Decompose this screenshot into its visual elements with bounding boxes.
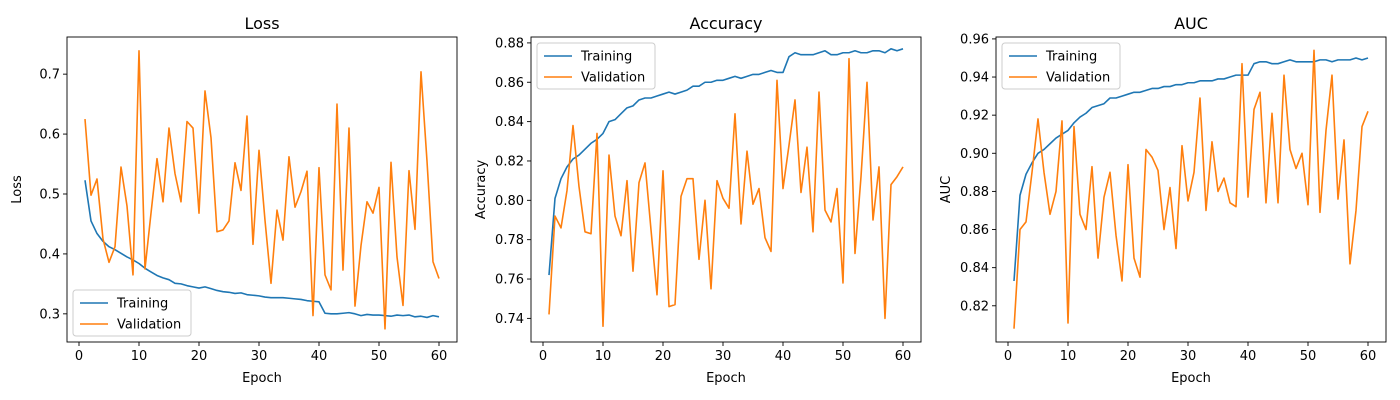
y-axis-label: Loss xyxy=(10,175,25,204)
x-tick-label: 40 xyxy=(311,349,328,364)
series-line-training xyxy=(84,180,440,319)
y-tick-label: 0.78 xyxy=(495,233,524,248)
chart-title: Accuracy xyxy=(689,14,762,33)
chart-title: AUC xyxy=(1174,14,1208,33)
legend-label-validation: Validation xyxy=(581,71,645,86)
x-tick-label: 0 xyxy=(75,349,83,364)
series-line-validation xyxy=(548,57,904,328)
y-tick-label: 0.86 xyxy=(495,76,524,91)
y-tick-label: 0.88 xyxy=(495,36,524,51)
x-tick-label: 0 xyxy=(1004,349,1012,364)
x-tick-label: 0 xyxy=(539,349,547,364)
x-tick-label: 20 xyxy=(655,349,672,364)
x-tick-label: 50 xyxy=(1300,349,1317,364)
y-tick-label: 0.90 xyxy=(960,147,989,162)
y-tick-label: 0.5 xyxy=(39,187,60,202)
legend: Training Validation xyxy=(1001,42,1121,90)
y-tick-label: 0.96 xyxy=(960,32,989,47)
x-tick-label: 40 xyxy=(1240,349,1257,364)
legend: Training Validation xyxy=(536,42,656,90)
x-tick-label: 50 xyxy=(835,349,852,364)
x-tick-label: 60 xyxy=(895,349,912,364)
chart-panel-accuracy: 0 10 20 30 40 50 60 0.74 0.76 0.78 0.80 0.82 0.84 0.8… xyxy=(474,14,922,386)
legend-label-training: Training xyxy=(580,50,632,65)
y-tick-label: 0.84 xyxy=(960,261,989,276)
x-tick-label: 20 xyxy=(1120,349,1137,364)
y-tick-label: 0.82 xyxy=(495,154,524,169)
chart-panel-auc: 0 10 20 30 40 50 60 0.82 0.84 0.86 0.88 0.90 0.92 0.9… xyxy=(939,14,1387,386)
x-axis-label: Epoch xyxy=(242,371,282,386)
y-tick-label: 0.6 xyxy=(39,128,60,143)
x-tick-label: 30 xyxy=(715,349,732,364)
chart-title: Loss xyxy=(244,14,279,33)
legend-label-validation: Validation xyxy=(1046,71,1110,86)
x-tick-label: 50 xyxy=(371,349,388,364)
y-axis-label: AUC xyxy=(939,176,954,204)
y-tick-label: 0.80 xyxy=(495,194,524,209)
x-axis-label: Epoch xyxy=(1171,371,1211,386)
y-tick-label: 0.3 xyxy=(39,307,60,322)
y-tick-label: 0.7 xyxy=(39,68,60,83)
y-tick-label: 0.82 xyxy=(960,299,989,314)
x-tick-label: 10 xyxy=(1060,349,1077,364)
series-line-training xyxy=(548,48,904,276)
y-tick-label: 0.86 xyxy=(960,223,989,238)
x-tick-label: 30 xyxy=(251,349,268,364)
x-tick-label: 40 xyxy=(775,349,792,364)
legend-label-training: Training xyxy=(116,297,168,312)
x-tick-label: 20 xyxy=(191,349,208,364)
y-tick-label: 0.88 xyxy=(960,185,989,200)
legend-label-training: Training xyxy=(1045,50,1097,65)
legend-label-validation: Validation xyxy=(117,318,181,333)
y-tick-label: 0.74 xyxy=(495,312,524,327)
y-tick-label: 0.4 xyxy=(39,247,60,262)
x-tick-label: 60 xyxy=(1360,349,1377,364)
y-tick-label: 0.76 xyxy=(495,273,524,288)
plot-frame xyxy=(66,36,458,343)
x-tick-label: 10 xyxy=(131,349,148,364)
x-tick-label: 60 xyxy=(431,349,448,364)
legend: Training Validation xyxy=(72,289,192,337)
x-axis-label: Epoch xyxy=(706,371,746,386)
y-tick-label: 0.94 xyxy=(960,71,989,86)
y-axis-label: Accuracy xyxy=(474,160,489,220)
series-line-validation xyxy=(84,49,440,330)
chart-panel-loss: 0 10 20 30 40 50 60 0.3 0.4 0.5 0.6 0.7 Loss Epoch Los… xyxy=(10,14,458,386)
x-tick-label: 30 xyxy=(1180,349,1197,364)
plot-frame xyxy=(530,36,922,343)
y-tick-label: 0.92 xyxy=(960,109,989,124)
plot-frame xyxy=(995,36,1387,343)
series-line-validation xyxy=(1013,49,1369,329)
y-tick-label: 0.84 xyxy=(495,115,524,130)
x-tick-label: 10 xyxy=(595,349,612,364)
series-line-training xyxy=(1013,57,1369,282)
